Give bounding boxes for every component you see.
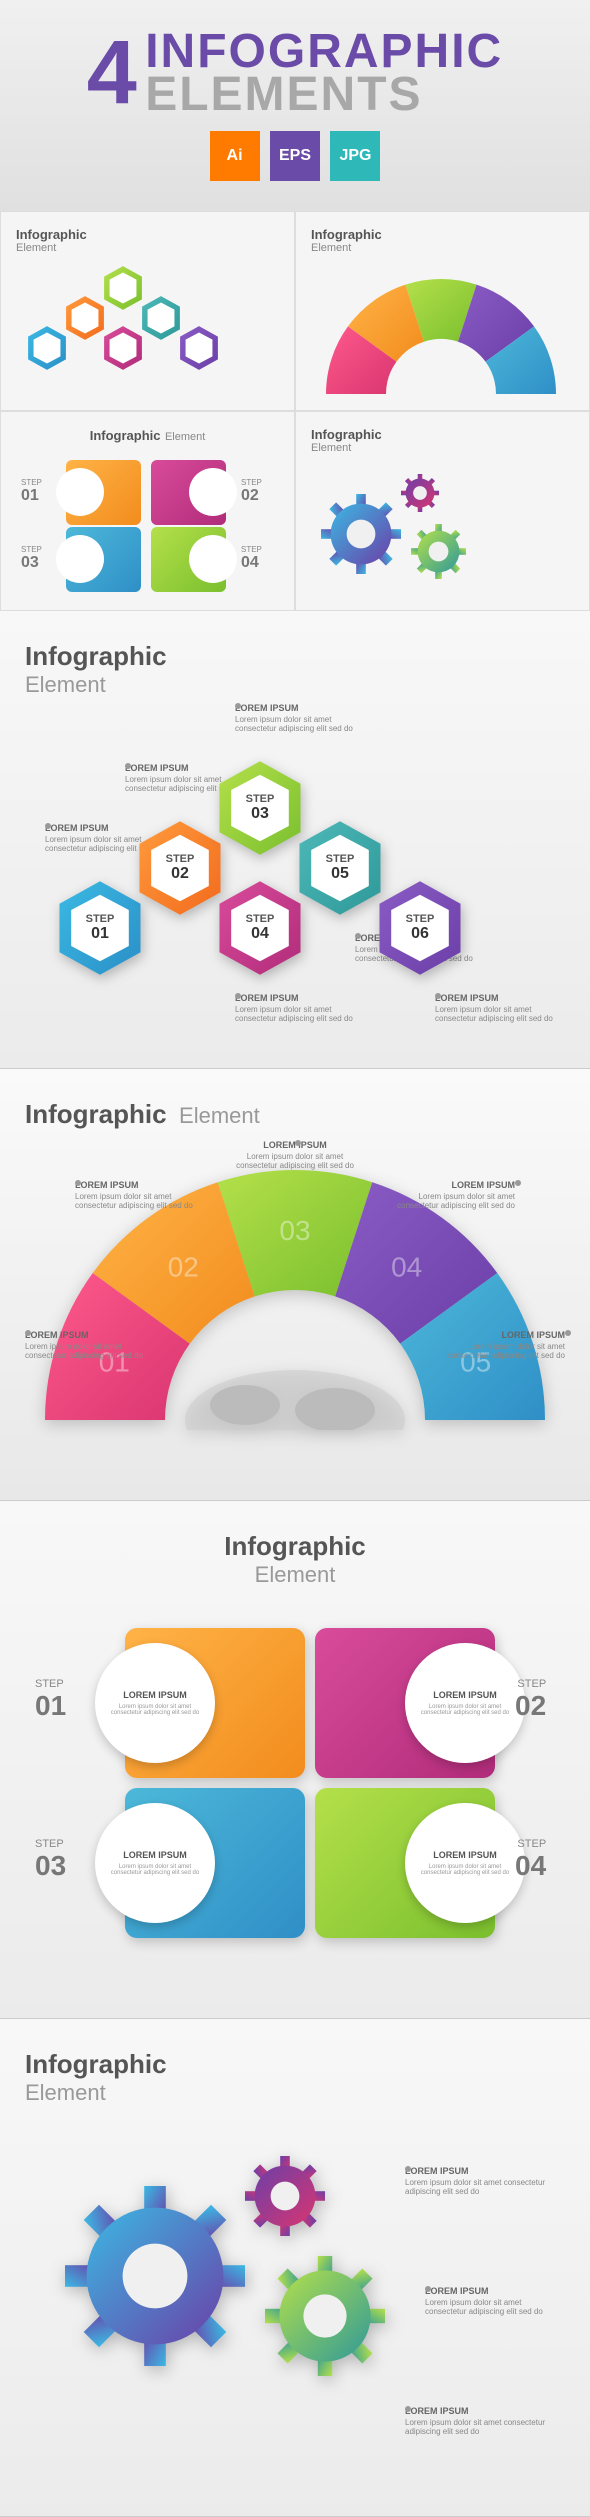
callout-03: LOREM IPSUMLorem ipsum dolor sit amet co… xyxy=(235,703,355,733)
arc-callout-03: LOREM IPSUMLorem ipsum dolor sit amet co… xyxy=(235,1140,355,1170)
panel-hexagons: Infographic Element STEP01LOREM IPSUMLor… xyxy=(0,611,590,1069)
step-label-02: STEP02 xyxy=(515,1678,546,1722)
thumb-quads: Infographic Element STEP01STEP02STEP03ST… xyxy=(0,411,295,611)
thumbnails-grid: Infographic Element Infographic Element … xyxy=(0,211,590,611)
panel-arc: Infographic Element 0102030405 LOREM IPS… xyxy=(0,1069,590,1501)
hexagon-01: STEP01 xyxy=(55,878,145,978)
hexagon-02: STEP02 xyxy=(135,818,225,918)
svg-text:04: 04 xyxy=(391,1252,422,1283)
title-line2: ELEMENTS xyxy=(145,73,503,116)
badge-eps: EPS xyxy=(270,131,320,181)
panel-gears: Infographic Element LOREM IPSUMLorem ips… xyxy=(0,2019,590,2517)
hexagon-03: STEP03 xyxy=(215,758,305,858)
step-label-04: STEP04 xyxy=(515,1838,546,1882)
gear-2 xyxy=(245,2156,325,2241)
svg-text:03: 03 xyxy=(279,1215,310,1246)
quad-circle-01: LOREM IPSUMLorem ipsum dolor sit amet co… xyxy=(95,1643,215,1763)
title-number: 4 xyxy=(87,33,137,114)
step-label-01: STEP01 xyxy=(35,1678,66,1722)
format-badges: Ai EPS JPG xyxy=(20,131,570,181)
hexagon-05: STEP05 xyxy=(295,818,385,918)
callout-06: LOREM IPSUMLorem ipsum dolor sit amet co… xyxy=(435,993,555,1023)
svg-text:02: 02 xyxy=(168,1252,199,1283)
arc-callout-05: LOREM IPSUMLorem ipsum dolor sit amet co… xyxy=(445,1330,565,1360)
thumb-hexagons: Infographic Element xyxy=(0,211,295,411)
arc-callout-04: LOREM IPSUMLorem ipsum dolor sit amet co… xyxy=(395,1180,515,1210)
gear-callout-1: LOREM IPSUMLorem ipsum dolor sit amet co… xyxy=(425,2286,565,2316)
gear-callout-2: LOREM IPSUMLorem ipsum dolor sit amet co… xyxy=(405,2406,555,2436)
badge-jpg: JPG xyxy=(330,131,380,181)
badge-ai: Ai xyxy=(210,131,260,181)
panel-quads: Infographic Element LOREM IPSUMLorem ips… xyxy=(0,1501,590,2019)
hexagon-04: STEP04 xyxy=(215,878,305,978)
step-label-03: STEP03 xyxy=(35,1838,66,1882)
callout-04: LOREM IPSUMLorem ipsum dolor sit amet co… xyxy=(235,993,355,1023)
thumb-arc: Infographic Element xyxy=(295,211,590,411)
header: 4 INFOGRAPHIC ELEMENTS Ai EPS JPG xyxy=(0,0,590,211)
gear-1 xyxy=(265,2256,385,2381)
arc-callout-02: LOREM IPSUMLorem ipsum dolor sit amet co… xyxy=(75,1180,195,1210)
title-line1: INFOGRAPHIC xyxy=(145,30,503,73)
hexagon-06: STEP06 xyxy=(375,878,465,978)
main-title: 4 INFOGRAPHIC ELEMENTS xyxy=(20,30,570,116)
quad-circle-02: LOREM IPSUMLorem ipsum dolor sit amet co… xyxy=(405,1643,525,1763)
gear-callout-0: LOREM IPSUMLorem ipsum dolor sit amet co… xyxy=(405,2166,555,2196)
quad-circle-04: LOREM IPSUMLorem ipsum dolor sit amet co… xyxy=(405,1803,525,1923)
gear-0 xyxy=(65,2186,245,2371)
arc-callout-01: LOREM IPSUMLorem ipsum dolor sit amet co… xyxy=(25,1330,145,1360)
quad-circle-03: LOREM IPSUMLorem ipsum dolor sit amet co… xyxy=(95,1803,215,1923)
thumb-gears: Infographic Element xyxy=(295,411,590,611)
